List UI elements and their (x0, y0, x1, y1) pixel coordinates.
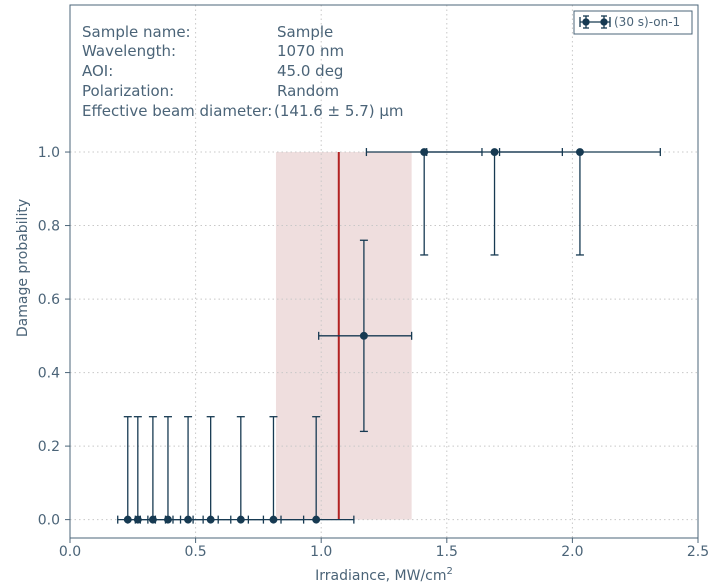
marker-9 (359, 331, 368, 340)
legend-marker-icon (579, 15, 611, 29)
info-value-4: (141.6 ± 5.7) μm (274, 102, 404, 120)
marker-12 (575, 148, 584, 156)
legend: (30 s)-on-1 (573, 10, 693, 35)
data-point-12 (498, 148, 661, 256)
data-point-9 (318, 239, 413, 433)
marker-3 (164, 515, 172, 524)
x-tick-label-0: 0.0 (59, 544, 81, 560)
marker-7 (269, 515, 278, 524)
info-value-3: Random (277, 82, 339, 100)
x-axis-label: Irradiance, MW/cm2 (315, 566, 453, 584)
x-tick-label-2: 1.0 (310, 544, 332, 560)
ticks-layer: 0.0 0.5 1.0 1.5 2.0 2.5 0.0 0.2 0.4 0.6 0.8 1.0 (38, 145, 709, 560)
info-value-0: Sample (277, 23, 333, 41)
x-axis-label-base: Irradiance, MW/cm (315, 568, 446, 584)
x-tick-label-1: 0.5 (184, 544, 206, 560)
series-layer (117, 148, 661, 524)
info-label-1: Wavelength: (82, 42, 176, 60)
info-label-3: Polarization: (82, 82, 174, 100)
x-tick-label-3: 1.5 (436, 544, 458, 560)
y-axis-label: Damage probability (15, 199, 31, 337)
y-tick-label-0: 0.0 (38, 513, 60, 529)
legend-label: (30 s)-on-1 (614, 15, 680, 29)
marker-6 (236, 515, 245, 524)
data-point-6 (217, 416, 265, 524)
marker-4 (184, 515, 193, 524)
data-point-8 (280, 416, 355, 524)
x-tick-label-5: 2.5 (687, 544, 709, 560)
data-point-0 (117, 416, 136, 524)
info-label-0: Sample name: (82, 23, 191, 41)
info-label-4: Effective beam diameter: (82, 102, 272, 120)
marker-5 (206, 515, 215, 524)
data-point-7 (247, 416, 305, 524)
info-block: Sample name: Sample Wavelength: 1070 nm … (82, 23, 404, 120)
info-label-2: AOI: (82, 62, 113, 80)
marker-11 (490, 148, 499, 156)
plot-frame (69, 4, 699, 539)
y-tick-label-1: 0.2 (38, 439, 60, 455)
info-value-2: 45.0 deg (277, 62, 343, 80)
x-tick-label-4: 2.0 (561, 544, 583, 560)
data-point-2 (139, 416, 167, 524)
info-value-1: 1070 nm (277, 42, 344, 60)
marker-8 (312, 515, 321, 524)
y-tick-label-5: 1.0 (38, 145, 60, 161)
y-tick-label-2: 0.4 (38, 366, 60, 382)
x-axis-label-superscript: 2 (447, 566, 453, 577)
y-tick-label-4: 0.8 (38, 219, 60, 235)
y-tick-label-3: 0.6 (38, 292, 60, 308)
